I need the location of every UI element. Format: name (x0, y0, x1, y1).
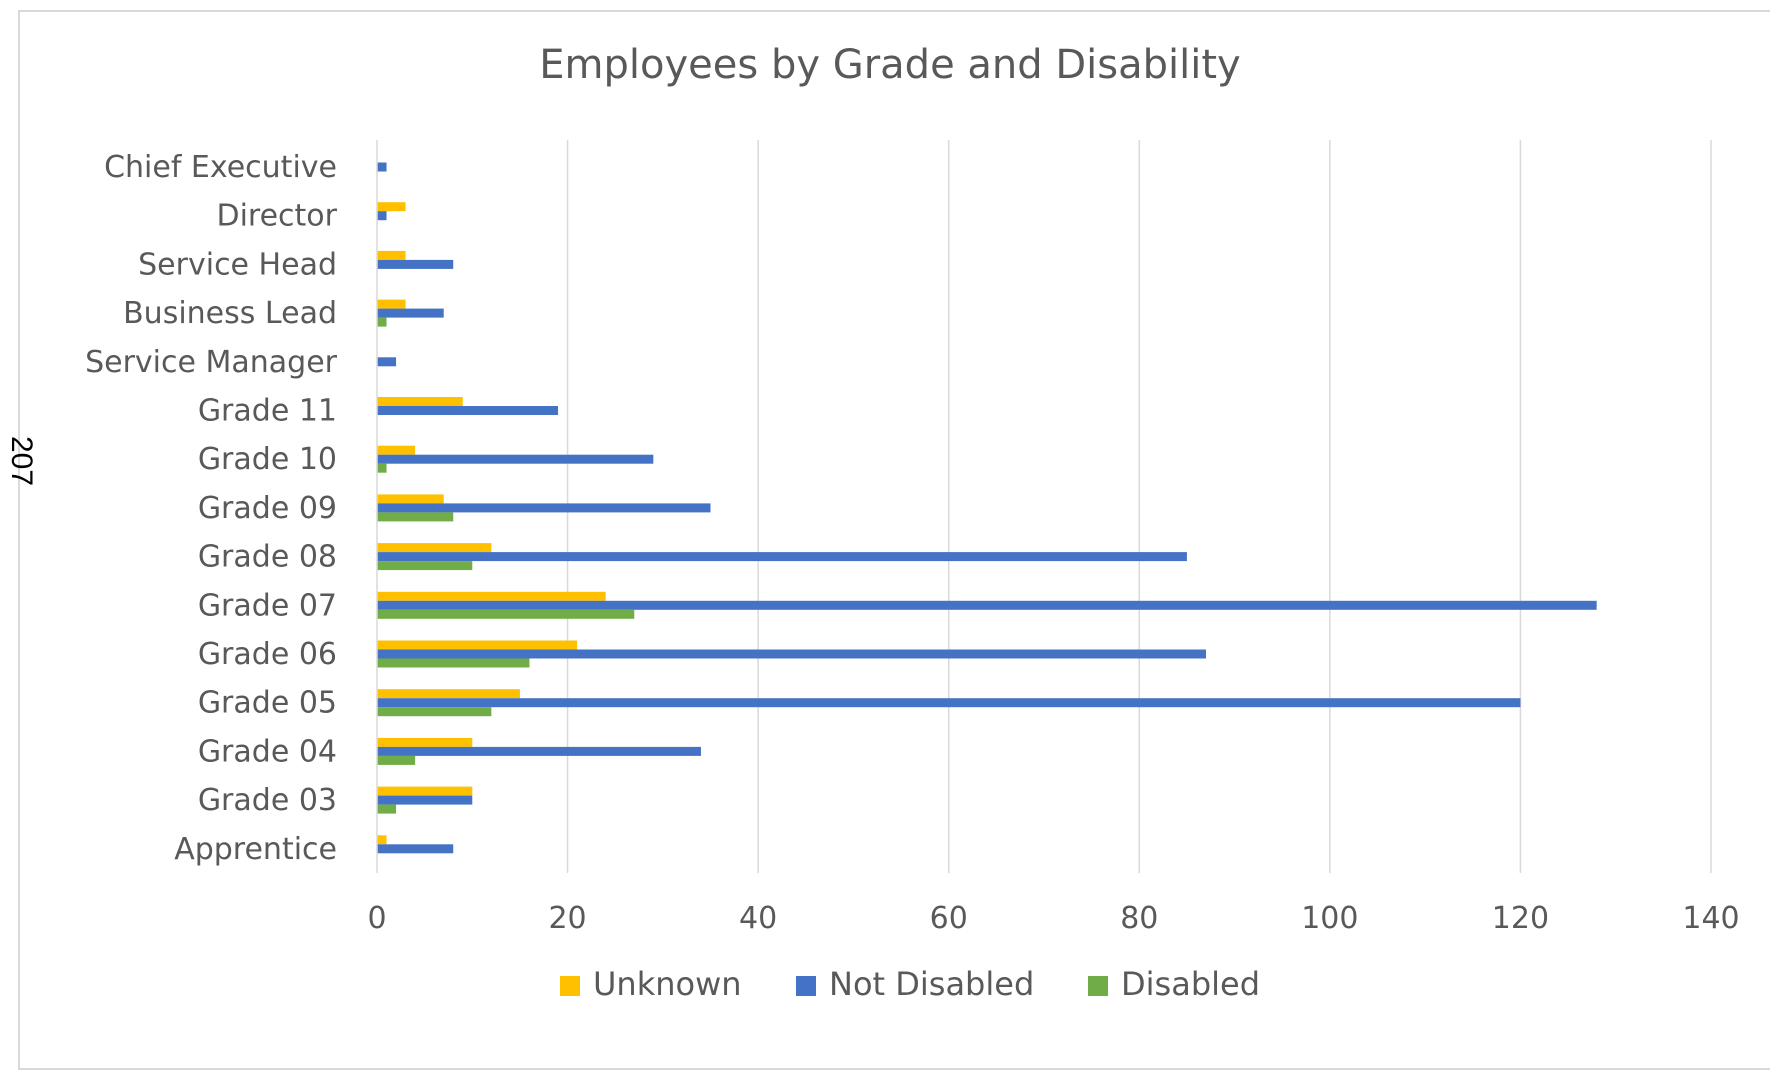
legend-swatch (1088, 976, 1108, 996)
bar-not-disabled (377, 454, 654, 464)
x-tick-label: 80 (1120, 901, 1158, 936)
bar-disabled (377, 658, 530, 668)
y-tick-label: Apprentice (174, 832, 337, 867)
bar-not-disabled (377, 308, 444, 318)
bar-disabled (377, 804, 397, 814)
legend-label: Disabled (1121, 965, 1260, 1003)
y-tick-label: Grade 09 (198, 491, 337, 526)
bar-chart: 0 20 40 60 80 100 120 140 Chief Executive Directo… (85, 42, 1740, 1003)
axes: 0 20 40 60 80 100 120 140 Chief Executive Directo… (85, 140, 1740, 936)
bar-disabled (377, 317, 387, 327)
y-tick-label: Grade 03 (198, 783, 337, 818)
bar-unknown (377, 591, 606, 601)
legend-swatch (796, 976, 816, 996)
bar-unknown (377, 786, 473, 796)
chart-frame (18, 10, 1770, 1070)
bar-not-disabled (377, 406, 559, 415)
bar-not-disabled (377, 162, 387, 172)
bar-not-disabled (377, 844, 454, 854)
legend-label: Unknown (593, 965, 742, 1003)
x-tick-label: 0 (367, 901, 386, 936)
bar-not-disabled (377, 600, 1597, 610)
x-tick-label: 140 (1682, 901, 1739, 936)
bar-unknown (377, 250, 406, 260)
x-tick-label: 40 (739, 901, 777, 936)
bar-unknown (377, 689, 520, 699)
y-tick-label: Grade 08 (198, 540, 337, 575)
bar-disabled (377, 707, 492, 717)
y-tick-label: Chief Executive (104, 150, 337, 185)
bar-disabled (377, 609, 635, 619)
y-tick-label: Grade 11 (198, 394, 337, 429)
y-tick-label: Business Lead (123, 296, 337, 331)
legend-swatch (560, 976, 580, 996)
bar-unknown (377, 299, 406, 309)
bar-unknown (377, 397, 463, 406)
y-tick-label: Grade 07 (198, 588, 337, 623)
bar-unknown (377, 835, 387, 845)
y-tick-label: Grade 05 (198, 686, 337, 721)
bar-not-disabled (377, 211, 387, 221)
bar-unknown (377, 202, 406, 212)
chart-title: Employees by Grade and Disability (539, 42, 1240, 88)
bar-not-disabled (377, 795, 473, 805)
bars (377, 162, 1597, 854)
y-tick-label: Grade 04 (198, 734, 337, 769)
bar-disabled (377, 561, 473, 571)
bar-not-disabled (377, 259, 454, 269)
gridlines (566, 140, 1712, 873)
bar-unknown (377, 494, 444, 504)
bar-unknown (377, 445, 416, 455)
bar-unknown (377, 543, 492, 553)
legend-label: Not Disabled (829, 965, 1034, 1003)
x-tick-label: 60 (930, 901, 968, 936)
y-tick-label: Grade 10 (198, 442, 337, 477)
bar-disabled (377, 755, 416, 765)
y-tick-label: Service Head (138, 247, 337, 282)
bar-not-disabled (377, 503, 711, 513)
bar-not-disabled (377, 746, 701, 756)
bar-disabled (377, 512, 454, 522)
legend: Unknown Not Disabled Disabled (560, 965, 1260, 1003)
x-tick-label: 20 (548, 901, 586, 936)
bar-not-disabled (377, 552, 1187, 562)
y-tick-label: Service Manager (85, 345, 338, 380)
x-tick-label: 100 (1301, 901, 1358, 936)
bar-disabled (377, 463, 387, 473)
bar-not-disabled (377, 357, 397, 367)
y-tick-label: Grade 06 (198, 637, 337, 672)
bar-unknown (377, 737, 473, 747)
bar-not-disabled (377, 649, 1206, 659)
y-tick-label: Director (216, 199, 337, 234)
bar-not-disabled (377, 698, 1521, 708)
bar-unknown (377, 640, 578, 650)
x-tick-label: 120 (1492, 901, 1549, 936)
